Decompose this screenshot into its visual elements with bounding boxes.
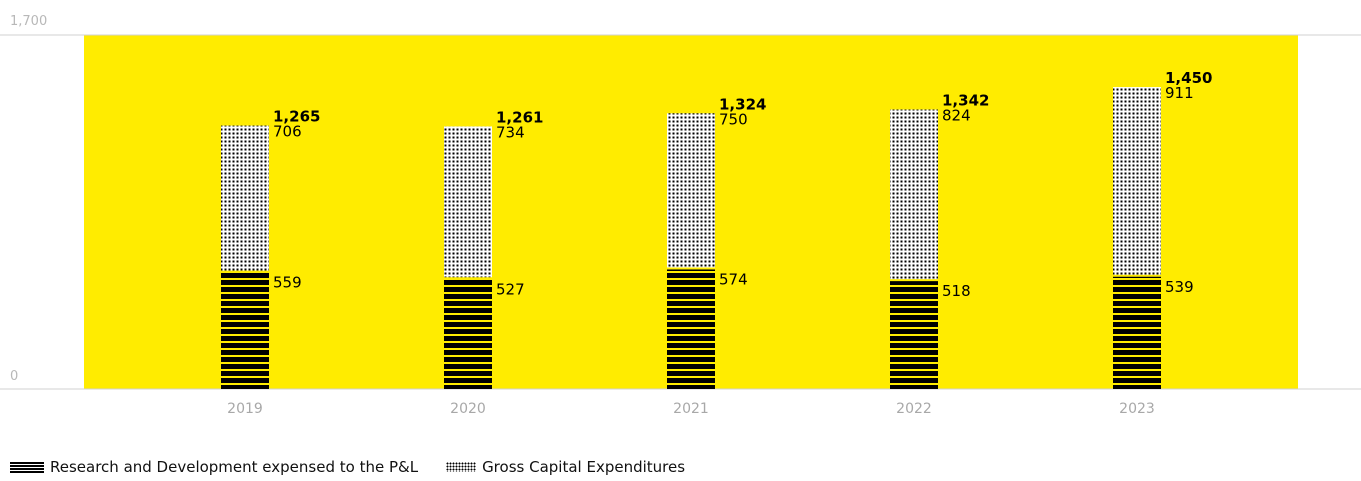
data-label-total: 1,261	[496, 108, 543, 126]
legend-item-capex: Gross Capital Expenditures	[446, 458, 685, 476]
bar-rd-2022	[890, 281, 938, 389]
bar-rd-2021	[667, 269, 715, 389]
x-tick-label: 2019	[227, 401, 263, 417]
bar-rd-2023	[1113, 276, 1161, 389]
data-label-capex: 734	[496, 123, 525, 141]
x-tick-label: 2023	[1119, 401, 1155, 417]
legend: Research and Development expensed to the…	[10, 458, 713, 476]
data-label-rd: 527	[496, 280, 525, 298]
data-label-capex: 824	[942, 107, 971, 125]
bar-rd-2019	[221, 272, 269, 389]
bar-capex-2023	[1113, 87, 1161, 275]
data-label-total: 1,324	[719, 95, 766, 113]
data-label-capex: 750	[719, 110, 748, 128]
legend-label-rd: Research and Development expensed to the…	[50, 458, 419, 476]
data-label-rd: 518	[942, 282, 971, 300]
legend-swatch-dots	[446, 462, 477, 472]
x-tick-label: 2020	[450, 401, 486, 417]
data-label-capex: 706	[273, 123, 302, 141]
data-label-rd: 574	[719, 270, 748, 288]
data-label-rd: 559	[273, 274, 302, 292]
legend-item-rd: Research and Development expensed to the…	[10, 458, 418, 476]
legend-swatch-stripes	[10, 461, 44, 473]
data-label-capex: 911	[1165, 84, 1194, 102]
bar-capex-2019	[221, 125, 269, 271]
bar-rd-2020	[444, 279, 492, 389]
bar-capex-2020	[444, 126, 492, 278]
x-tick-label: 2021	[673, 401, 709, 417]
data-label-total: 1,265	[273, 108, 320, 126]
data-label-total: 1,342	[942, 92, 989, 110]
bar-capex-2022	[890, 109, 938, 280]
y-tick-zero: 0	[10, 369, 18, 384]
y-tick-max: 1,700	[10, 14, 47, 29]
bar-capex-2021	[667, 113, 715, 268]
data-label-total: 1,450	[1165, 69, 1212, 87]
data-label-rd: 539	[1165, 278, 1194, 296]
x-tick-label: 2022	[896, 401, 932, 417]
legend-label-capex: Gross Capital Expenditures	[482, 458, 686, 476]
